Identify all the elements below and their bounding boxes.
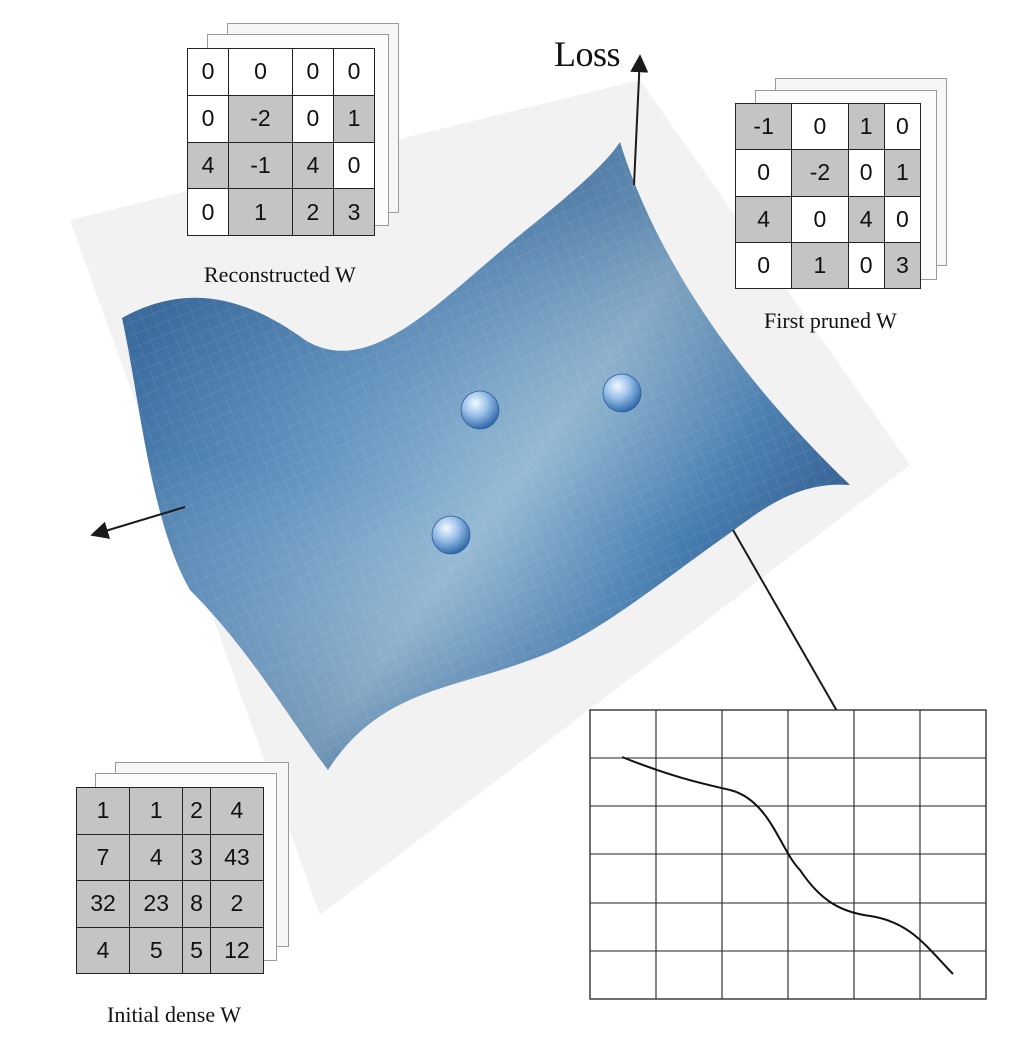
- initial-dense-w-cell: 2: [209, 880, 265, 928]
- reconstructed-w-row: 0 -2 0 1: [186, 94, 376, 143]
- first-pruned-w-cell: 0: [883, 102, 922, 151]
- first-pruned-w-cell: 4: [847, 195, 885, 243]
- weight-ball-3: [431, 515, 471, 555]
- initial-dense-w-cell: 5: [182, 926, 211, 974]
- first-pruned-w-cell: 0: [883, 195, 922, 243]
- first-pruned-w-cell: 0: [734, 149, 793, 197]
- reconstructed-w-cell: 4: [186, 141, 230, 190]
- loss-axis-label: Loss: [554, 34, 621, 74]
- first-pruned-w-cell: 0: [847, 241, 885, 290]
- initial-dense-w-cell: 2: [182, 787, 211, 835]
- initial-dense-w-caption: Initial dense W: [107, 1002, 241, 1027]
- inset-plot: [589, 709, 987, 1000]
- reconstructed-w-cell: 0: [332, 141, 376, 190]
- reconstructed-w-caption: Reconstructed W: [204, 262, 356, 287]
- first-pruned-w-cell: 3: [883, 241, 922, 290]
- first-pruned-w-row: 0 -2 0 1: [734, 149, 922, 197]
- initial-dense-w-cell: 4: [75, 926, 131, 974]
- reconstructed-w-cell: 0: [291, 94, 334, 143]
- reconstructed-w-cell: 1: [228, 188, 293, 236]
- first-pruned-w-cell: 0: [791, 102, 849, 151]
- initial-dense-w-row: 32 23 8 2: [75, 880, 265, 928]
- first-pruned-w-cell: 0: [791, 195, 849, 243]
- initial-dense-w-cell: 7: [75, 833, 131, 881]
- loss-surface-mesh: [122, 142, 850, 770]
- reconstructed-w-cell: 4: [291, 141, 334, 190]
- initial-dense-w-matrix: 1 1 2 4 7 4 3 43 32 23 8 2 4 5 5 12: [75, 787, 265, 974]
- initial-dense-w-cell: 43: [209, 833, 265, 881]
- first-pruned-w-cell: 1: [847, 102, 885, 151]
- reconstructed-w-cell: 2: [291, 188, 334, 236]
- reconstructed-w-cell: -1: [228, 141, 293, 190]
- weight-ball-2: [602, 373, 642, 413]
- initial-dense-w-cell: 1: [75, 787, 131, 835]
- initial-dense-w-cell: 8: [182, 880, 211, 928]
- reconstructed-w-row: 4 -1 4 0: [186, 141, 376, 190]
- initial-dense-w-cell: 23: [129, 880, 184, 928]
- reconstructed-w-matrix: 0 0 0 0 0 -2 0 1 4 -1 4 0 0 1 2 3: [186, 48, 376, 236]
- reconstructed-w-cell: 0: [332, 48, 376, 96]
- first-pruned-w-cell: -2: [791, 149, 849, 197]
- first-pruned-w-cell: 0: [734, 241, 793, 290]
- reconstructed-w-cell: -2: [228, 94, 293, 143]
- reconstructed-w-cell: 3: [332, 188, 376, 236]
- first-pruned-w-matrix: -1 0 1 0 0 -2 0 1 4 0 4 0 0 1 0 3: [734, 102, 922, 290]
- first-pruned-w-cell: -1: [734, 102, 793, 151]
- weight-ball-1: [460, 390, 500, 430]
- first-pruned-w-caption: First pruned W: [764, 308, 897, 333]
- initial-dense-w-cell: 4: [129, 833, 184, 881]
- first-pruned-w-cell: 4: [734, 195, 793, 243]
- reconstructed-w-cell: 0: [291, 48, 334, 96]
- reconstructed-w-cell: 0: [186, 48, 230, 96]
- initial-dense-w-cell: 32: [75, 880, 131, 928]
- reconstructed-w-cell: 0: [186, 94, 230, 143]
- reconstructed-w-cell: 0: [186, 188, 230, 236]
- initial-dense-w-row: 7 4 3 43: [75, 833, 265, 881]
- initial-dense-w-cell: 5: [129, 926, 184, 974]
- initial-dense-w-row: 4 5 5 12: [75, 926, 265, 974]
- initial-dense-w-cell: 12: [209, 926, 265, 974]
- initial-dense-w-cell: 4: [209, 787, 265, 835]
- reconstructed-w-cell: 0: [228, 48, 293, 96]
- loss-axis-arrow: [630, 54, 649, 186]
- first-pruned-w-cell: 0: [847, 149, 885, 197]
- left-axis-arrow: [90, 506, 186, 539]
- first-pruned-w-row: -1 0 1 0: [734, 102, 922, 151]
- first-pruned-w-cell: 1: [791, 241, 849, 290]
- inset-curve: [621, 756, 954, 975]
- reconstructed-w-cell: 1: [332, 94, 376, 143]
- first-pruned-w-cell: 1: [883, 149, 922, 197]
- initial-dense-w-cell: 3: [182, 833, 211, 881]
- initial-dense-w-cell: 1: [129, 787, 184, 835]
